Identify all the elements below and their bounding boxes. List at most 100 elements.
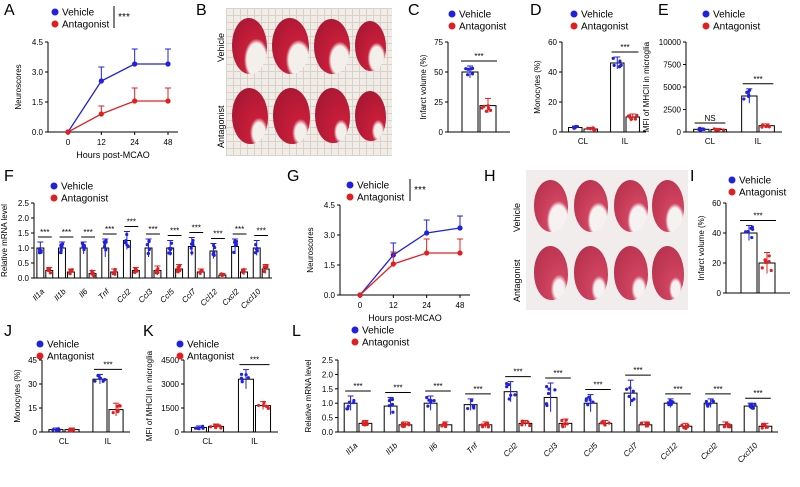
dot-f-0-2-5 — [82, 244, 86, 248]
panel-label-k: K — [143, 323, 154, 340]
dot-f-0-9-3 — [234, 239, 239, 244]
dot-d-1-1-1 — [635, 113, 639, 117]
y-axis-label-k: MFI of MHCII in microglia — [145, 350, 154, 441]
y-axis-label-g: Neuroscores — [306, 227, 315, 272]
y-tick-label-i-3: 60 — [712, 199, 721, 208]
y-tick-label-a-3: 4.5 — [32, 38, 44, 47]
dot-l-1-10-3 — [765, 425, 769, 429]
point-a-1-2 — [132, 98, 138, 104]
sig-label-d-1: *** — [620, 43, 629, 52]
x-tick-label-g-1: 12 — [389, 301, 398, 310]
dot-d-1-1-5 — [629, 117, 633, 121]
dot-l-1-10-2 — [760, 426, 764, 430]
dot-i-1-0-5 — [767, 259, 771, 264]
dot-e-1-1-2 — [761, 123, 765, 127]
y-tick-label-l-2: 1.0 — [322, 399, 334, 408]
dot-f-1-7-4 — [200, 269, 204, 273]
legend-marker-g-1 — [346, 193, 354, 201]
dot-f-1-4-5 — [135, 269, 139, 273]
dot-k-1-1-3 — [262, 400, 266, 405]
dot-i-1-0-0 — [763, 260, 768, 265]
dot-e-1-0-0 — [722, 128, 726, 132]
sig-label-l-2: *** — [433, 382, 442, 391]
dot-e-0-1-2 — [745, 90, 749, 94]
series-line-a-0 — [67, 63, 168, 133]
legend-marker-j-0 — [36, 340, 44, 348]
y-tick-label-d-2: 40 — [548, 68, 557, 77]
dot-f-1-8-5 — [221, 273, 226, 277]
dot-l-0-1-3 — [387, 404, 391, 408]
dot-c-1-0-5 — [482, 104, 486, 108]
x-tick-label-f-4: Ccl2 — [115, 287, 133, 305]
panel-label-a: A — [4, 2, 15, 19]
dot-k-0-0-4 — [193, 426, 198, 430]
dot-f-0-3-2 — [104, 248, 108, 252]
dot-e-1-0-5 — [715, 127, 719, 132]
dot-e-1-1-4 — [764, 124, 768, 129]
legend-marker-l-1 — [351, 338, 359, 346]
y-axis-label-l: Relative mRNA level — [304, 359, 313, 432]
y-axis-label-j: Monocytes (%) — [13, 369, 22, 423]
dot-l-0-2-5 — [427, 398, 431, 402]
y-tick-label-g-1: 1.5 — [324, 261, 336, 270]
dot-f-0-6-0 — [169, 241, 174, 245]
dot-l-0-0-4 — [346, 407, 350, 411]
dot-l-1-6-3 — [603, 422, 607, 427]
bar-l-0-9 — [703, 402, 718, 433]
dot-l-0-3-0 — [466, 406, 470, 411]
dot-d-0-1-5 — [617, 65, 621, 69]
y-tick-label-l-1: 0.5 — [322, 414, 334, 423]
sig-label-l-5: *** — [553, 369, 562, 378]
y-tick-label-j-0: 0 — [33, 428, 38, 437]
x-tick-label-l-0: Il1a — [344, 441, 360, 457]
dot-l-1-0-1 — [361, 420, 365, 424]
dot-f-0-4-2 — [125, 243, 129, 247]
dot-c-1-0-2 — [486, 106, 491, 110]
legend-marker-a-1 — [51, 20, 59, 28]
point-g-1-2 — [424, 250, 430, 256]
dot-d-1-0-5 — [591, 126, 595, 130]
y-tick-label-f-5: 2.5 — [18, 199, 30, 208]
legend-label-j-1: Antagonist — [47, 352, 94, 363]
dot-l-0-1-1 — [390, 397, 395, 402]
x-tick-label-f-3: Tnf — [97, 287, 112, 302]
dot-k-0-1-1 — [239, 372, 244, 376]
point-a-0-2 — [132, 61, 138, 67]
dot-l-0-5-2 — [544, 402, 549, 406]
dot-f-0-0-5 — [39, 250, 43, 254]
dot-l-0-7-3 — [628, 386, 632, 390]
sig-label-f-5: *** — [148, 225, 157, 234]
dot-f-0-8-5 — [211, 243, 216, 247]
dot-l-0-6-0 — [591, 400, 595, 404]
y-tick-label-f-1: 0.5 — [18, 259, 30, 268]
dot-d-0-1-2 — [611, 56, 615, 60]
point-a-1-0 — [65, 129, 71, 135]
dot-l-0-4-0 — [509, 393, 513, 397]
dot-l-0-1-5 — [388, 398, 392, 402]
legend-label-l-1: Antagonist — [362, 338, 409, 349]
y-tick-label-a-2: 3.0 — [32, 68, 44, 77]
x-tick-label-a-1: 12 — [97, 138, 106, 147]
dot-k-1-0-4 — [214, 426, 218, 430]
y-tick-label-e-0: 0 — [677, 128, 682, 137]
dot-l-1-9-3 — [722, 425, 726, 429]
dot-f-0-5-2 — [145, 243, 149, 247]
y-tick-label-k-2: 3000 — [161, 380, 179, 389]
y-tick-label-f-4: 2.0 — [18, 214, 30, 223]
dot-f-0-6-3 — [167, 251, 171, 255]
x-tick-label-f-0: Il1a — [31, 287, 47, 303]
legend-label-a-1: Antagonist — [62, 20, 109, 31]
dot-l-0-4-4 — [513, 393, 517, 397]
dot-j-0-1-5 — [93, 379, 97, 383]
y-tick-label-g-2: 3.0 — [324, 231, 336, 240]
dot-f-0-10-4 — [254, 243, 258, 247]
dot-l-1-8-5 — [684, 425, 688, 429]
dot-c-1-0-3 — [484, 109, 488, 113]
y-tick-label-e-2: 5000 — [663, 83, 681, 92]
dot-l-1-1-2 — [407, 423, 411, 427]
dot-l-0-5-0 — [546, 391, 551, 396]
dot-l-1-3-2 — [483, 422, 487, 427]
dot-k-1-0-3 — [209, 425, 213, 429]
sig-label-c-0: *** — [474, 52, 483, 61]
dot-l-0-5-4 — [547, 387, 551, 391]
